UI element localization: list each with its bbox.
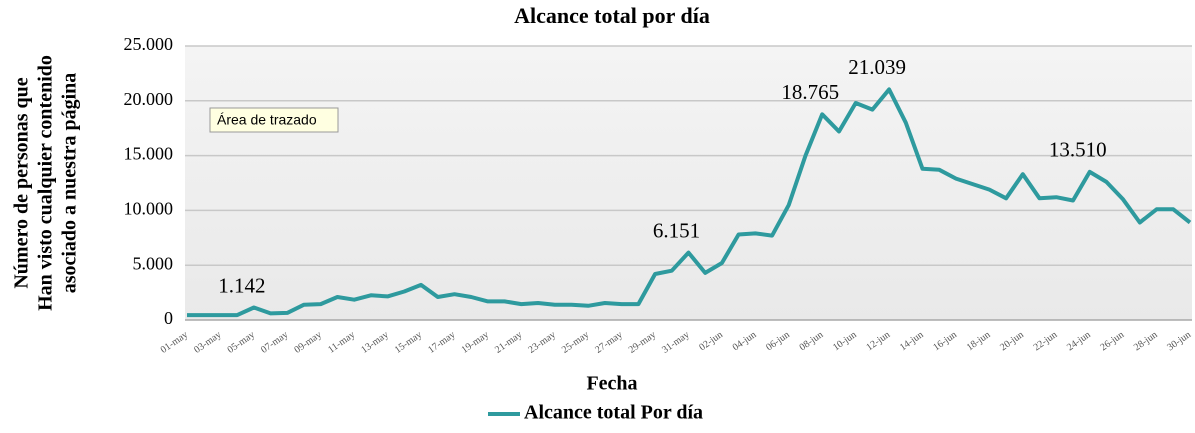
y-axis-label-line: Número de personas que [11,77,33,288]
x-tick-label: 26-jun [1098,329,1126,353]
legend-label: Alcance total Por día [524,402,703,424]
x-tick-label: 22-jun [1032,329,1060,353]
x-tick-label: 29-may [627,329,658,356]
x-tick-label: 10-jun [831,329,859,353]
x-tick-label: 28-jun [1132,329,1160,353]
x-tick-label: 27-may [593,329,624,356]
x-tick-label: 17-may [426,329,457,356]
x-tick-label: 30-jun [1165,329,1193,353]
y-tick-label: 15.000 [124,144,174,164]
data-label: 6.151 [653,218,700,242]
y-tick-label: 10.000 [124,199,174,219]
y-axis-label: Número de personas que Han visto cualqui… [11,55,81,311]
x-tick-label: 19-may [460,329,491,356]
x-tick-label: 24-jun [1065,329,1093,353]
x-tick-label: 02-jun [697,329,725,353]
x-tick-label: 13-may [359,329,390,356]
tooltip-text: Área de trazado [217,112,317,128]
x-tick-label: 05-may [226,329,257,356]
x-tick-label: 21-may [493,329,524,356]
data-label: 1.142 [218,273,265,297]
y-tick-label: 20.000 [124,89,174,109]
x-tick-label: 01-may [159,329,190,356]
y-tick-label: 5.000 [133,253,174,273]
x-axis-label: Fecha [586,373,637,395]
y-axis-label-line: Han visto cualquier contenido [35,55,57,311]
data-label: 13.510 [1049,138,1107,162]
tooltip: Área de trazado [209,107,339,133]
x-tick-label: 23-may [526,329,557,356]
x-tick-label: 08-jun [798,329,826,353]
x-tick-label: 16-jun [931,329,959,353]
x-tick-label: 04-jun [731,329,759,353]
data-label: 18.765 [781,80,839,104]
x-tick-label: 06-jun [764,329,792,353]
x-tick-label: 12-jun [864,329,892,353]
tooltip-box [209,107,339,133]
x-tick-label: 11-may [326,329,357,355]
x-tick-label: 14-jun [898,329,926,353]
x-tick-label: 31-may [660,329,691,356]
plot-area [185,46,1192,320]
x-tick-label: 07-may [259,329,290,356]
x-tick-label: 03-may [192,329,223,356]
series-line [187,87,1192,318]
chart-title: Alcance total por día [514,3,710,28]
x-tick-label: 18-jun [965,329,993,353]
legend: Alcance total Por día [488,402,703,424]
y-tick-label: 25.000 [124,34,174,54]
y-tick-label: 0 [164,308,173,328]
data-label: 21.039 [848,55,906,79]
y-axis-label-line: asociado a nuestra página [59,73,81,294]
x-tick-label: 09-may [292,329,323,356]
x-tick-label: 20-jun [998,329,1026,353]
x-tick-label: 25-may [560,329,591,356]
x-tick-label: 15-may [393,329,424,356]
